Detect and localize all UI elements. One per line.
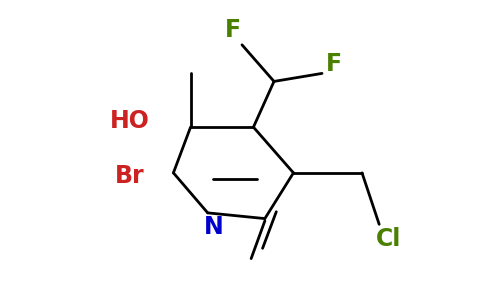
Text: HO: HO (110, 110, 150, 134)
Text: N: N (204, 214, 223, 239)
Text: Cl: Cl (376, 227, 401, 251)
Text: F: F (225, 18, 241, 42)
Text: F: F (325, 52, 342, 76)
Text: Br: Br (115, 164, 145, 188)
